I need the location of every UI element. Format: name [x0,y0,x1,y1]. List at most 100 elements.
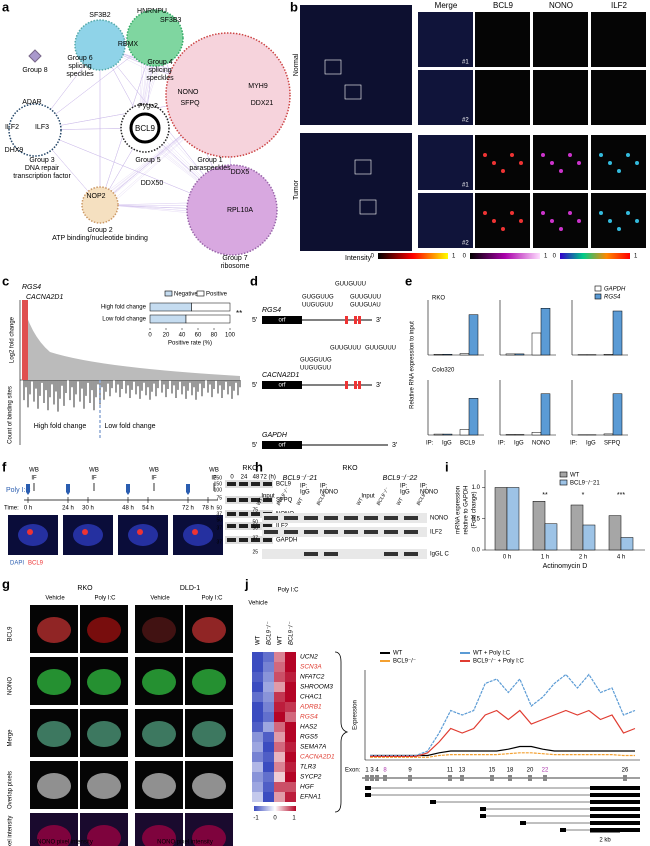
bar [612,393,623,436]
label: RKO [342,465,358,472]
shape [404,552,418,556]
shape [354,381,357,389]
label: 3′ [392,442,398,449]
spot [483,153,487,157]
label: 50 [252,519,258,525]
gene-label: NFATC2 [300,674,325,681]
heat-cell [274,762,285,772]
shape [591,70,646,125]
brace [334,651,349,813]
label: 250 [214,475,223,481]
node-label: RBMX [118,41,139,48]
nucleus [192,669,226,695]
label: 8 [383,768,387,774]
focus [137,529,143,535]
line [370,709,636,757]
label: 24 [241,475,248,481]
heat-cell [285,672,296,682]
spot [626,211,630,215]
shape [460,775,464,781]
label: Positive rate (%) [168,341,212,347]
label: 1 h [541,555,549,561]
shape [475,70,530,125]
label: 3′ [376,382,382,389]
heat-cell [263,762,274,772]
bar [544,523,558,551]
label: Vehicle [248,601,268,607]
label: 11 [447,768,454,774]
label: Input [361,494,375,500]
shape [418,12,473,67]
label: orf [278,318,285,324]
label: 75 [216,495,222,501]
panel-label: i [445,459,449,474]
heat-cell [252,762,263,772]
label: Input [261,494,275,500]
spot [541,153,545,157]
bar [505,353,516,356]
heat-cell [263,702,274,712]
bar [442,433,453,436]
label: 72 h [182,506,194,512]
label: IF [31,476,37,482]
heat-cell [285,792,296,802]
label: 48 h [122,506,134,512]
heat-cell [252,672,263,682]
shape [364,516,378,520]
label: WT [296,497,305,507]
label: 3 [370,768,374,774]
label: BCL9 pixel intensity [8,816,14,846]
shape [344,552,358,556]
bar [531,432,542,436]
spot [559,227,563,231]
heat-cell [263,692,274,702]
label: IP: [498,441,506,447]
label: IgG [442,441,452,447]
label: 1 [365,768,369,774]
shape [263,524,272,528]
spot [501,227,505,231]
label: (Fold change) [472,491,478,528]
heat-cell [252,682,263,692]
label: RGS4 [262,307,281,314]
tick-label: 1.0 [472,485,481,491]
nucleus [87,773,121,799]
nucleus [142,721,176,747]
bar [608,515,622,551]
label: RKO [77,585,93,592]
spot [617,227,621,231]
shape [378,253,448,259]
heat-cell [274,792,285,802]
nucleus [183,524,213,546]
heat-cell [274,652,285,662]
label: RGS4 [22,284,41,291]
heat-cell [274,782,285,792]
shape [262,441,302,449]
legend-swatch [196,290,205,297]
spot [510,153,514,157]
label: IgG [586,441,596,447]
motif: GUGGUUG [302,295,334,301]
spot [577,219,581,223]
shape [345,316,348,324]
label: IP: [570,441,578,447]
label: BCL9 [28,561,44,567]
gene-label: CHAC1 [300,694,322,701]
label: 13 [459,768,466,774]
heat-cell [263,772,274,782]
label: -1 [253,816,259,822]
bcl9-node [129,112,161,144]
label: 0 [463,254,467,260]
label: ** [236,309,242,318]
label: 37 [216,511,222,517]
shape [528,775,532,781]
shape [324,516,338,520]
nucleus [18,524,48,546]
shape [354,316,357,324]
shape [480,807,486,811]
shape [264,516,278,520]
heat-cell [274,752,285,762]
shape [225,510,273,518]
node-label: speckles [66,71,94,78]
shape [263,498,272,502]
